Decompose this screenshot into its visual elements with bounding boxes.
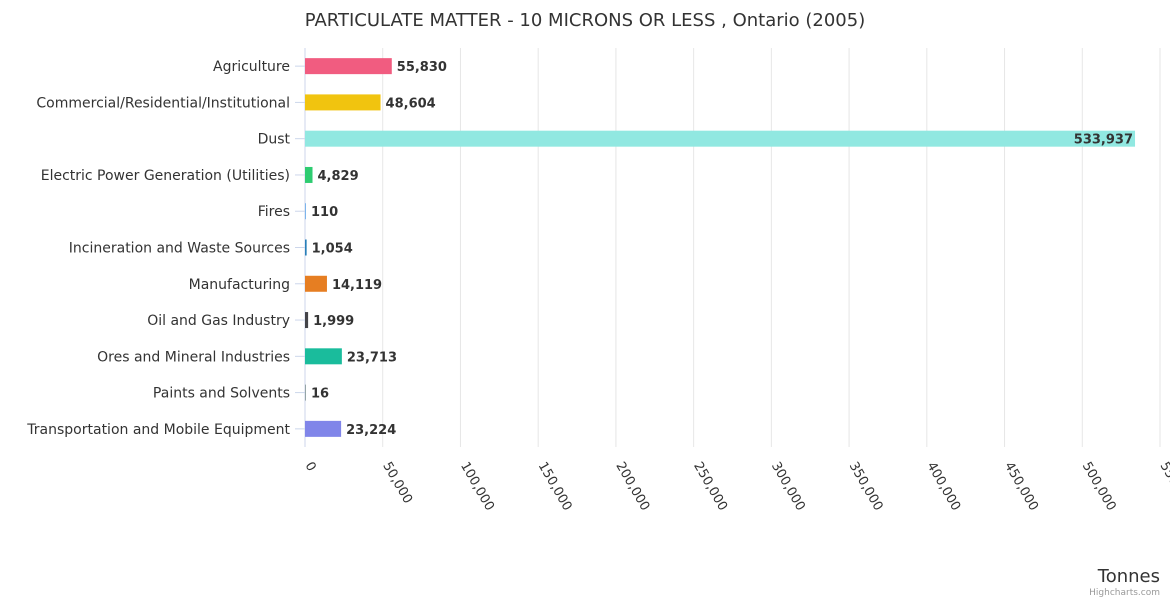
category-label: Electric Power Generation (Utilities)	[41, 168, 290, 184]
category-label: Ores and Mineral Industries	[97, 349, 290, 365]
bar-series	[305, 58, 1136, 437]
bar[interactable]	[305, 203, 306, 220]
category-label: Transportation and Mobile Equipment	[26, 422, 290, 438]
value-tick-label: 550,000	[1157, 460, 1170, 514]
category-label: Paints and Solvents	[153, 386, 290, 402]
chart-title: PARTICULATE MATTER - 10 MICRONS OR LESS …	[305, 10, 865, 31]
category-label: Agriculture	[213, 59, 290, 75]
bar[interactable]	[305, 94, 381, 111]
bar[interactable]	[305, 384, 306, 401]
value-tick-label: 400,000	[923, 460, 963, 514]
category-label: Manufacturing	[189, 277, 290, 293]
category-label: Oil and Gas Industry	[147, 313, 290, 329]
data-label: 110	[311, 205, 338, 220]
data-label: 1,054	[312, 242, 353, 257]
bar[interactable]	[305, 275, 327, 292]
data-label: 4,829	[318, 169, 359, 184]
bar[interactable]	[305, 420, 342, 437]
data-label: 23,713	[347, 350, 397, 365]
value-axis-ticks: 0 50,000 100,000 150,000 200,000 250,000 300,0…	[302, 460, 1170, 514]
data-label: 16	[311, 387, 329, 402]
bar[interactable]	[305, 348, 342, 365]
category-label: Incineration and Waste Sources	[69, 241, 290, 257]
value-tick-label: 50,000	[379, 460, 415, 507]
data-label: 55,830	[397, 60, 447, 75]
value-tick-label: 0	[302, 460, 319, 475]
value-axis-title: Tonnes	[1097, 566, 1160, 587]
data-label: 48,604	[386, 96, 436, 111]
data-label: 533,937	[1074, 133, 1133, 148]
category-label: Fires	[258, 204, 290, 220]
bar[interactable]	[305, 312, 309, 329]
data-label: 23,224	[346, 423, 396, 438]
data-label: 14,119	[332, 278, 382, 293]
category-label: Dust	[258, 132, 291, 148]
bar[interactable]	[305, 58, 392, 75]
value-tick-label: 250,000	[690, 460, 730, 514]
value-tick-label: 100,000	[457, 460, 497, 514]
bar[interactable]	[305, 239, 307, 256]
data-label: 1,999	[313, 314, 354, 329]
value-tick-label: 300,000	[768, 460, 808, 514]
data-labels: 55,830 48,604 533,937 4,829 110 1,054 14,119 1,…	[311, 60, 1133, 438]
gridlines	[382, 48, 1161, 447]
value-tick-label: 500,000	[1079, 460, 1119, 514]
value-tick-label: 200,000	[612, 460, 652, 514]
category-axis: Agriculture Commercial/Residential/Instit…	[26, 48, 306, 447]
value-tick-label: 350,000	[846, 460, 886, 514]
bar[interactable]	[305, 166, 313, 183]
value-tick-label: 450,000	[1001, 460, 1041, 514]
category-label: Commercial/Residential/Institutional	[36, 95, 290, 111]
bar[interactable]	[305, 130, 1136, 147]
credits-link[interactable]: Highcharts.com	[1089, 588, 1160, 598]
value-tick-label: 150,000	[535, 460, 575, 514]
